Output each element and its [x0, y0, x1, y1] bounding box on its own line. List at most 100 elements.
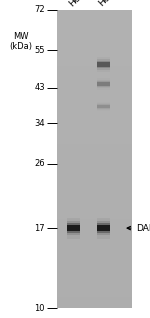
- Bar: [67, 223, 80, 233]
- Bar: [97, 221, 110, 235]
- Bar: [57, 219, 132, 223]
- Bar: [57, 159, 132, 163]
- Bar: [57, 114, 132, 118]
- Bar: [97, 61, 110, 68]
- Bar: [97, 105, 110, 108]
- Bar: [57, 226, 132, 230]
- Bar: [57, 245, 132, 249]
- Bar: [97, 59, 110, 70]
- Bar: [57, 196, 132, 200]
- Bar: [57, 28, 132, 32]
- Bar: [97, 57, 110, 73]
- Bar: [57, 208, 132, 211]
- Text: 34: 34: [34, 119, 45, 128]
- Bar: [57, 294, 132, 297]
- Bar: [57, 301, 132, 305]
- Bar: [57, 140, 132, 144]
- Bar: [57, 252, 132, 256]
- Bar: [57, 271, 132, 275]
- Bar: [57, 204, 132, 208]
- Bar: [57, 69, 132, 73]
- Bar: [57, 13, 132, 17]
- Bar: [97, 62, 110, 67]
- Bar: [57, 152, 132, 155]
- Text: 26: 26: [34, 159, 45, 168]
- Bar: [57, 99, 132, 103]
- Bar: [57, 174, 132, 178]
- Text: 10: 10: [34, 304, 45, 313]
- Bar: [57, 144, 132, 148]
- Bar: [57, 80, 132, 84]
- Bar: [57, 121, 132, 125]
- Bar: [57, 234, 132, 238]
- Bar: [57, 77, 132, 80]
- Text: DAP1: DAP1: [136, 224, 150, 232]
- Bar: [57, 256, 132, 260]
- Bar: [57, 88, 132, 92]
- Bar: [57, 238, 132, 241]
- Bar: [57, 118, 132, 122]
- Text: MW
(kDa): MW (kDa): [9, 32, 33, 51]
- Bar: [97, 81, 110, 87]
- Bar: [57, 286, 132, 290]
- Bar: [57, 185, 132, 189]
- Bar: [57, 58, 132, 62]
- Bar: [57, 211, 132, 215]
- Bar: [57, 264, 132, 267]
- Bar: [57, 282, 132, 286]
- Bar: [97, 103, 110, 110]
- Bar: [57, 163, 132, 167]
- Bar: [57, 66, 132, 69]
- Bar: [57, 92, 132, 95]
- Bar: [57, 10, 132, 13]
- Bar: [57, 155, 132, 159]
- Bar: [57, 62, 132, 66]
- Text: HepG2: HepG2: [97, 0, 125, 8]
- Bar: [57, 125, 132, 129]
- Text: HeLa: HeLa: [67, 0, 90, 8]
- Bar: [67, 221, 80, 235]
- Text: 72: 72: [34, 5, 45, 14]
- Bar: [57, 275, 132, 279]
- Bar: [57, 166, 132, 170]
- Bar: [57, 267, 132, 271]
- Bar: [97, 104, 110, 108]
- Bar: [57, 279, 132, 282]
- Bar: [57, 32, 132, 36]
- Text: 55: 55: [34, 46, 45, 55]
- Bar: [57, 21, 132, 24]
- Bar: [57, 193, 132, 196]
- Bar: [57, 241, 132, 245]
- Bar: [97, 223, 110, 233]
- Bar: [57, 51, 132, 54]
- Bar: [57, 24, 132, 28]
- Bar: [57, 230, 132, 234]
- Bar: [57, 215, 132, 219]
- Bar: [57, 103, 132, 107]
- Bar: [57, 148, 132, 152]
- Bar: [57, 249, 132, 252]
- Bar: [57, 260, 132, 264]
- Bar: [57, 54, 132, 58]
- Bar: [57, 84, 132, 88]
- Bar: [57, 110, 132, 114]
- Bar: [57, 73, 132, 77]
- Bar: [57, 107, 132, 110]
- Bar: [97, 225, 110, 232]
- Bar: [57, 137, 132, 140]
- Bar: [57, 181, 132, 185]
- Bar: [57, 95, 132, 99]
- Bar: [57, 178, 132, 181]
- Bar: [57, 47, 132, 51]
- Bar: [57, 297, 132, 301]
- Bar: [97, 80, 110, 88]
- Bar: [97, 101, 110, 111]
- Bar: [67, 225, 80, 232]
- Bar: [57, 129, 132, 133]
- Bar: [97, 218, 110, 238]
- Bar: [57, 17, 132, 21]
- Bar: [57, 133, 132, 136]
- Bar: [57, 290, 132, 294]
- Bar: [57, 39, 132, 43]
- Text: 17: 17: [34, 224, 45, 232]
